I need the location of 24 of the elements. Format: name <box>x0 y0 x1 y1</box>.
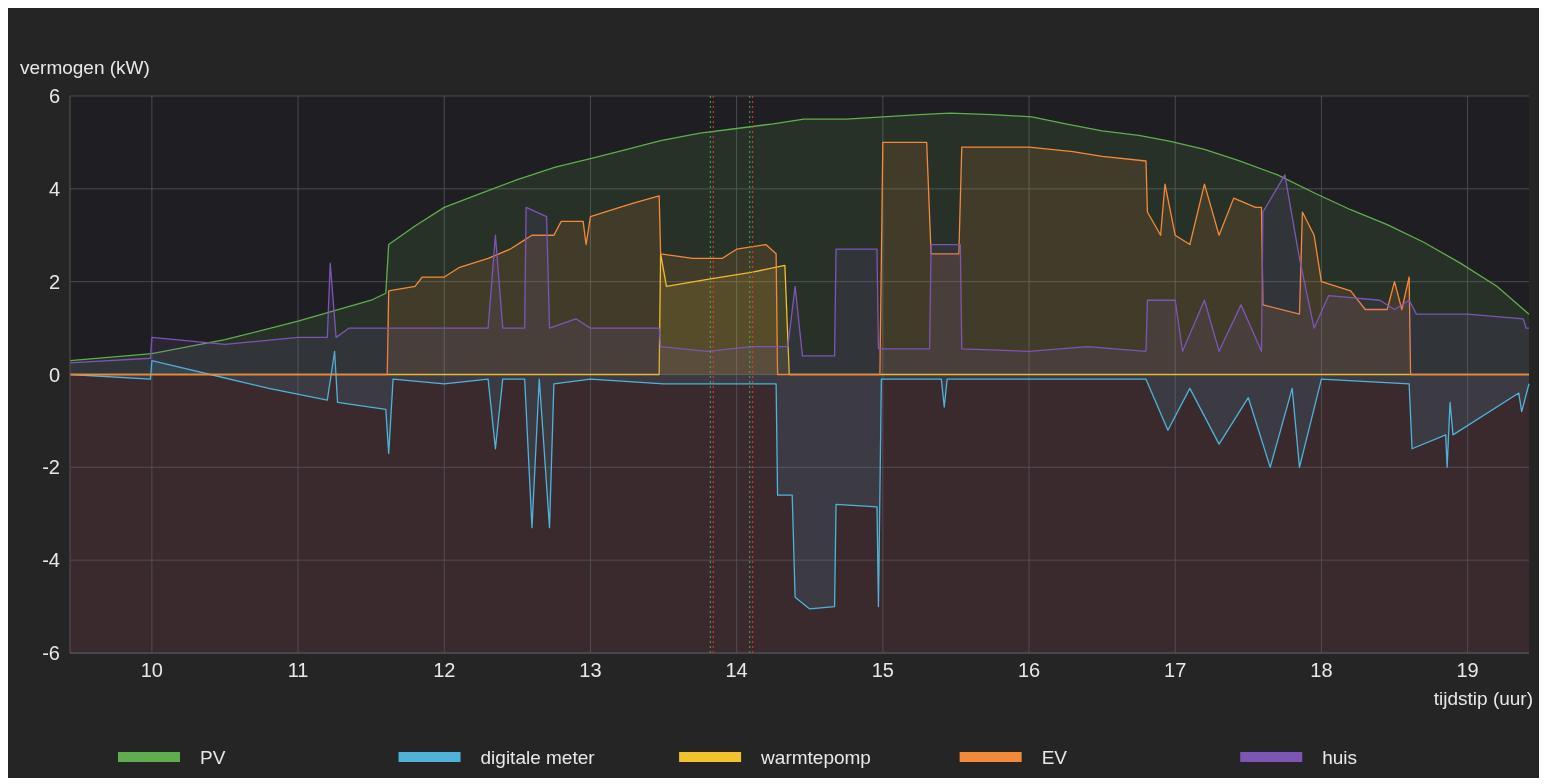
x-tick-label: 13 <box>579 659 602 681</box>
y-tick-label: 2 <box>48 270 60 293</box>
legend-label: digitale meter <box>480 747 596 768</box>
x-tick-label: 17 <box>1164 659 1187 681</box>
y-axis-title: vermogen (kW) <box>20 57 150 78</box>
x-tick-label: 15 <box>871 659 894 681</box>
legend-label: EV <box>1041 747 1068 768</box>
x-axis-title: tijdstip (uur) <box>1433 688 1533 709</box>
x-tick-label: 16 <box>1017 659 1041 681</box>
y-tick-label: 4 <box>48 177 60 200</box>
y-tick-label: 6 <box>48 85 60 107</box>
legend-label: huis <box>1322 747 1358 768</box>
x-tick-label: 19 <box>1456 659 1479 681</box>
y-tick-label: 0 <box>48 363 60 386</box>
legend-label: PV <box>200 747 226 768</box>
x-tick-label: 12 <box>433 659 456 681</box>
x-tick-label: 18 <box>1310 659 1333 681</box>
y-tick-label: -4 <box>42 549 60 572</box>
y-tick-label: -2 <box>42 456 60 479</box>
x-tick-label: 11 <box>287 659 309 681</box>
y-tick-label: -6 <box>42 642 60 664</box>
legend-label: warmtepomp <box>760 747 871 768</box>
x-tick-label: 14 <box>725 659 748 681</box>
x-tick-label: 10 <box>140 659 163 681</box>
